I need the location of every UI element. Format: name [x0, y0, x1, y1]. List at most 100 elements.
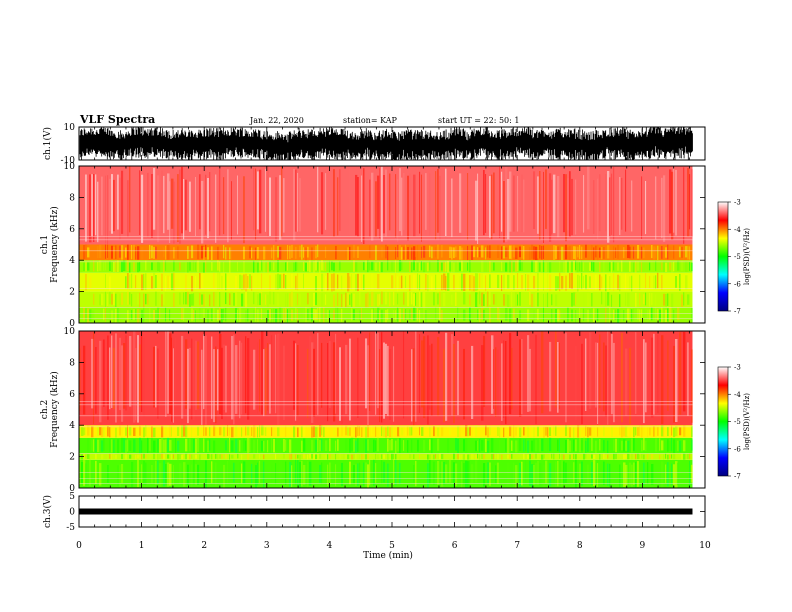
ch2-spectrogram-cell [539, 438, 542, 452]
ch1-spectrogram-ylabel-channel: ch.1 [40, 235, 50, 254]
ch2-spectrogram-cell [261, 331, 264, 415]
ch1-spectrogram-cell [107, 293, 109, 306]
ch2-spectrogram-cell [111, 439, 113, 453]
ch1-spectrogram-cell [207, 293, 209, 305]
ch1-spectrogram-cell [191, 308, 194, 322]
ch1-spectrogram-cell [517, 175, 519, 232]
ch2-spectrogram-cell [627, 427, 630, 436]
ch1-spectrogram-cell [83, 262, 85, 271]
ch1-spectrogram-cell [185, 292, 187, 305]
ch2-spectrogram-cell [541, 454, 544, 460]
ch1-spectrogram-cell [101, 293, 103, 306]
ch2-spectrogram-cell [277, 333, 280, 425]
ch2-spectrogram-cell [575, 346, 577, 421]
ch1-spectrogram-cell [445, 261, 447, 272]
ch2-spectrogram-cell [315, 454, 318, 459]
ch2-spectrogram-cells [79, 331, 693, 488]
ch2-spectrogram-cell [419, 334, 420, 414]
ch1-spectrogram-cell [525, 274, 527, 291]
ch1-spectrogram-cell [375, 293, 377, 307]
ch1-spectrogram-cell [189, 181, 191, 232]
ch2-spectrogram-cell [165, 464, 167, 485]
ch2-spectrogram-cell [205, 335, 207, 425]
ch1-spectrogram-cell [91, 310, 93, 321]
ch1-spectrogram-cell [381, 309, 383, 323]
ch1-spectrogram-cell [375, 262, 377, 271]
ch1-spectrogram-cell [287, 293, 289, 308]
ch1-spectrogram-cell [585, 244, 587, 258]
ch1-spectrogram-cell [479, 309, 481, 323]
ch1-spectrogram-cell [599, 261, 601, 273]
colorbar-tick-label: -6 [734, 280, 741, 288]
ch2-spectrogram-cell [421, 427, 424, 436]
ch1-spectrogram-cell [609, 177, 611, 237]
ch1-spectrogram-cell [253, 275, 255, 291]
ch1-spectrogram-cell [449, 261, 452, 272]
ch2-spectrogram-cell [581, 440, 583, 451]
ch1-spectrogram-cell [223, 308, 225, 321]
ch2-spectrogram-cell [591, 462, 593, 485]
ch1-spectrogram-cell [303, 247, 304, 258]
ch2-spectrogram-cell [245, 336, 247, 414]
ch1-spectrogram-cell [507, 179, 510, 240]
ch1-spectrogram-cell [557, 276, 560, 290]
ch1-spectrogram-cell [635, 292, 637, 307]
ch1-spectrogram-cell [613, 273, 615, 291]
ch2-spectrogram-cell [363, 462, 365, 486]
ch1-spectrogram-cell [223, 244, 225, 259]
ch2-spectrogram-cell [461, 461, 463, 488]
ch2-spectrogram-cell [227, 425, 229, 436]
ch2-spectrogram-cell [185, 453, 188, 460]
ch1-spectrogram-cell [663, 261, 666, 273]
ch1-spectrogram-cell [655, 294, 657, 306]
ch1-spectrogram-cell [437, 244, 439, 259]
ch1-spectrogram-cell [559, 272, 561, 292]
ch2-spectrogram-cell [671, 454, 673, 459]
ch1-spectrogram-cell [173, 293, 175, 307]
ch1-spectrogram-cell [353, 260, 355, 272]
ch2-spectrogram-cell [315, 439, 318, 452]
ch2-spectrogram-cell [97, 439, 100, 453]
ch1-spectrogram-cell [361, 308, 363, 320]
ch1-spectrogram-cell [631, 275, 633, 292]
ch1-spectrogram-cell [289, 293, 291, 307]
ch1-spectrogram-cell [195, 276, 196, 290]
ch1-spectrogram-cell [607, 274, 610, 291]
ch1-spectrogram-cell [293, 292, 296, 307]
ch2-spectrogram-cell [691, 464, 693, 483]
ch2-spectrogram-cell [361, 454, 363, 460]
ch1-spectrogram-cell [429, 261, 431, 271]
ch2-spectrogram-cell [257, 462, 259, 486]
ch2-spectrogram-cell [195, 438, 197, 454]
ch1-spectrogram-cell [513, 245, 515, 258]
ch1-spectrogram-cell [689, 174, 691, 230]
ch1-spectrogram-cell [407, 175, 409, 241]
ch2-spectrogram-cell [357, 463, 359, 486]
ch2-spectrogram-cell [243, 438, 246, 452]
ch1-spectrogram-cell [155, 275, 157, 289]
ch2-spectrogram-cell [239, 440, 241, 452]
ch2-spectrogram-cell [615, 438, 617, 453]
ch1-spectrogram-cell [141, 274, 144, 291]
ch2-spectrogram-cell [605, 454, 607, 460]
ch1-spectrogram-cell [555, 294, 558, 307]
ch2-spectrogram-cell [123, 438, 126, 453]
ch1-spectrogram-cell [445, 168, 447, 236]
ch1-spectrogram-cell [269, 291, 271, 305]
ch2-spectrogram-cell [391, 453, 393, 460]
ch2-spectrogram-cell [367, 464, 369, 488]
ch1-spectrogram-cell [355, 261, 358, 272]
ch1-spectrogram-cell [249, 246, 251, 259]
ch2-spectrogram-cell [397, 438, 400, 452]
ch1-spectrogram-cell [475, 292, 478, 307]
ch1-spectrogram-cell [145, 273, 147, 291]
ch1-spectrogram-cell [361, 175, 363, 242]
ch1-spectrogram-cell [115, 308, 117, 323]
ch1-spectrogram-cell [191, 275, 194, 292]
ch2-spectrogram-cell [121, 464, 124, 484]
ch1-spectrogram-cell [257, 247, 259, 259]
ch1-spectrogram-cell [149, 244, 151, 259]
ch1-spectrogram-cell [471, 310, 474, 323]
ch2-spectrogram-cell [535, 462, 537, 485]
ch1-spectrogram-cell [467, 309, 469, 323]
